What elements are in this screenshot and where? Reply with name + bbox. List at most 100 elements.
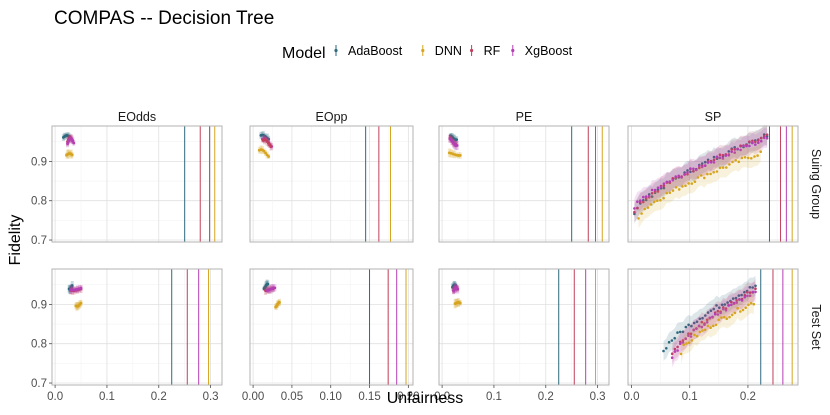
data-point-adaboost [647,193,651,196]
data-point-dnn [677,188,681,191]
data-point-dnn [720,316,723,319]
data-point-xgboost [273,286,277,290]
panel-border [51,125,223,243]
data-point-dnn [687,341,691,345]
data-point-dnn [725,317,729,321]
x-tick-label: 0.05 [281,391,303,403]
y-tick-label: 0.9 [31,299,47,311]
x-tick-label: 0.1 [486,391,502,403]
data-point-xgboost [676,349,679,352]
data-point-xgboost [712,161,716,164]
panel-border [438,125,610,243]
facet-label-eopp: EOpp [316,110,348,124]
data-point-adaboost [665,347,668,350]
legend-title: Model [282,45,326,62]
data-point-dnn [744,306,747,310]
x-tick-label: 0.0 [47,391,63,403]
data-point-dnn [693,180,697,183]
data-point-adaboost [670,339,674,342]
data-point-dnn [730,313,734,317]
data-point-xgboost [656,186,660,189]
data-point-adaboost [687,323,690,327]
data-point-xgboost [684,337,687,340]
panel-background [250,126,413,242]
data-point-rf [754,287,757,291]
data-point-xgboost [79,286,83,290]
data-point-xgboost [706,161,710,164]
data-point-adaboost [667,340,671,344]
cluster-xgboost [448,134,459,151]
data-point-xgboost [695,168,698,172]
data-point-xgboost [670,356,674,360]
data-point-dnn [709,326,712,330]
data-point-xgboost [66,142,69,146]
legend-label-adaboost: AdaBoost [348,44,403,58]
data-point-rf [718,153,722,156]
x-tick-label: 0.0 [434,391,450,403]
data-point-adaboost [718,306,721,310]
data-point-rf [671,177,675,180]
data-point-dnn [731,160,734,164]
data-point-rf [759,136,763,140]
data-point-dnn [684,184,687,187]
data-point-adaboost [454,284,458,288]
data-point-dnn [721,166,725,169]
data-point-adaboost [692,321,696,325]
x-tick-label: 0.1 [99,391,115,403]
data-point-adaboost [455,138,459,142]
panel-eopp-test-set: 0.00 0.05 0.10 0.15 0.20 [242,268,420,403]
data-point-dnn [734,159,737,162]
data-point-dnn [746,156,750,160]
data-point-adaboost [686,169,689,172]
data-point-dnn [717,318,720,322]
data-point-xgboost [724,309,728,312]
x-tick-label: 0.1 [682,391,698,403]
data-point-xgboost [748,294,752,298]
data-point-xgboost [689,335,693,338]
data-point-rf [748,291,752,294]
data-point-dnn [662,196,665,200]
data-point-dnn [718,166,722,170]
data-point-xgboost [738,298,741,301]
data-point-dnn [759,150,762,153]
data-point-dnn [690,182,694,185]
data-point-xgboost [677,174,680,178]
data-point-adaboost [748,286,752,289]
data-point-adaboost [662,349,665,353]
data-point-adaboost [740,293,743,297]
data-point-adaboost [703,160,707,164]
data-point-xgboost [727,304,730,307]
data-point-dnn [712,171,715,174]
data-point-rf [642,200,645,204]
data-point-xgboost [730,303,733,307]
panel-background [439,269,609,385]
data-point-rf [269,145,273,149]
data-point-xgboost [757,141,760,144]
data-point-dnn [747,303,750,307]
data-point-xgboost [642,195,645,199]
data-point-xgboost [650,188,654,192]
data-point-dnn [458,301,462,305]
data-point-rf [765,133,769,136]
data-point-dnn [706,172,709,176]
data-point-dnn [715,170,719,173]
cluster-dnn [274,298,281,310]
data-point-xgboost [698,164,701,168]
data-point-xgboost [713,312,717,316]
facet-label-sp: SP [705,110,722,124]
data-point-xgboost [697,324,701,328]
data-point-xgboost [727,154,731,157]
data-point-adaboost [701,316,704,320]
cluster-xgboost [452,283,460,295]
x-tick-label: 0.3 [203,391,219,403]
data-point-rf [700,320,704,324]
confidence-ribbon-xgboost [634,128,768,219]
data-point-dnn [79,301,83,305]
data-point-dnn [643,207,646,211]
data-point-dnn [752,302,756,306]
facet-strip-eopp [250,108,413,126]
data-point-xgboost [671,178,675,182]
data-point-dnn [709,172,712,176]
data-point-adaboost [754,284,757,288]
